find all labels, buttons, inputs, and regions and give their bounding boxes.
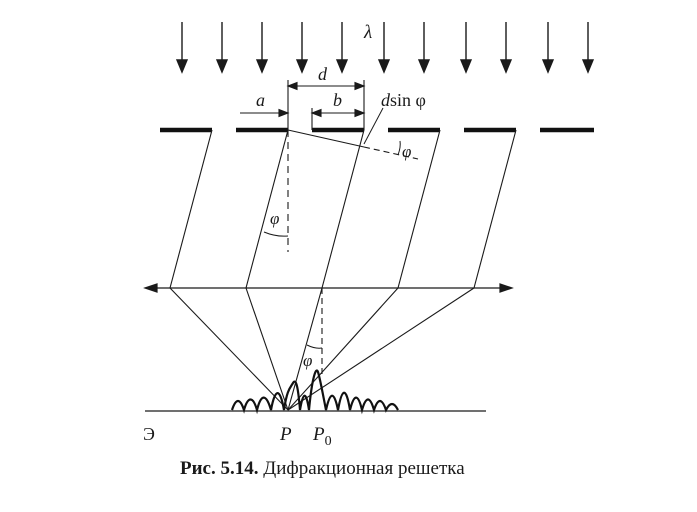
diffracted-ray	[322, 130, 364, 288]
incident-arrow	[177, 22, 187, 72]
converging-ray	[246, 288, 288, 410]
intensity-pattern	[232, 371, 398, 410]
incident-light-arrows	[177, 22, 593, 72]
label-d: d	[318, 64, 328, 84]
angle-arc-mid	[264, 232, 288, 236]
incident-arrow	[583, 22, 593, 72]
incident-arrow	[461, 22, 471, 72]
incident-arrow	[419, 22, 429, 72]
label-phi-mid: φ	[270, 209, 279, 228]
label-phi-low: φ	[303, 351, 312, 370]
incident-arrow	[379, 22, 389, 72]
incident-arrow	[337, 22, 347, 72]
converging-ray	[170, 288, 288, 410]
figure-caption: Рис. 5.14. Дифракционная решетка	[180, 458, 465, 479]
label-phi-top: φ	[402, 142, 411, 161]
label-screen: Э	[143, 424, 155, 444]
label-P0: P0	[312, 424, 332, 449]
dsinphi-leader	[364, 108, 383, 144]
angle-arc-low	[307, 345, 322, 348]
diffracted-ray	[246, 130, 288, 288]
incident-arrow	[217, 22, 227, 72]
diffracted-ray	[474, 130, 516, 288]
lens	[145, 284, 512, 292]
diffracted-rays	[170, 130, 516, 288]
incident-arrow	[257, 22, 267, 72]
diffracted-ray	[170, 130, 212, 288]
label-P: P	[279, 424, 292, 445]
incident-arrow	[297, 22, 307, 72]
incident-arrow	[501, 22, 511, 72]
label-b: b	[333, 90, 342, 110]
incident-arrow	[543, 22, 553, 72]
label-dsinphi: dsin φ	[381, 90, 426, 110]
angle-arc-top	[398, 141, 400, 155]
wavelength-label: λ	[363, 22, 372, 43]
label-a: a	[256, 90, 265, 110]
path-difference-line	[288, 130, 364, 147]
